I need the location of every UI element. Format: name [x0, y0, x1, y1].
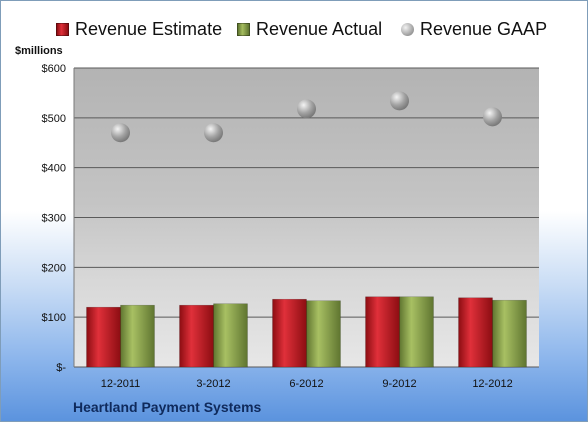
- bar-revenue-estimate: [86, 306, 121, 368]
- x-tick-label: 12-2012: [472, 378, 512, 390]
- legend: Revenue Estimate Revenue Actual Revenue …: [1, 16, 587, 42]
- x-tick-label: 9-2012: [382, 378, 416, 390]
- bar-revenue-actual: [306, 300, 341, 368]
- legend-item-gaap: Revenue GAAP: [401, 16, 547, 42]
- y-tick-label: $-: [56, 362, 66, 374]
- y-axis-unit-label: $millions: [15, 45, 63, 57]
- y-tick-label: $400: [42, 163, 66, 175]
- legend-item-estimate: Revenue Estimate: [56, 16, 222, 42]
- legend-label-gaap: Revenue GAAP: [420, 18, 548, 39]
- bar-revenue-actual: [399, 296, 434, 368]
- bar-revenue-estimate: [458, 297, 493, 368]
- bar-revenue-actual: [120, 304, 155, 368]
- legend-item-actual: Revenue Actual: [237, 16, 382, 42]
- legend-label-actual: Revenue Actual: [256, 18, 383, 39]
- y-tick-label: $100: [42, 312, 66, 324]
- y-tick-label: $300: [42, 213, 66, 225]
- y-tick-label: $600: [42, 63, 66, 75]
- bar-revenue-estimate: [272, 298, 307, 368]
- marker-revenue-gaap: [483, 107, 502, 127]
- legend-swatch-gaap: [401, 22, 414, 36]
- legend-swatch-actual: [237, 22, 250, 36]
- y-tick-label: $200: [42, 262, 66, 274]
- x-tick-label: 6-2012: [289, 378, 323, 390]
- company-name: Heartland Payment Systems: [73, 399, 262, 415]
- legend-swatch-estimate: [56, 22, 69, 36]
- bar-revenue-estimate: [179, 304, 214, 368]
- marker-revenue-gaap: [111, 123, 130, 143]
- bar-revenue-estimate: [365, 296, 400, 368]
- bar-revenue-actual: [213, 303, 248, 368]
- legend-label-estimate: Revenue Estimate: [75, 18, 223, 39]
- marker-revenue-gaap: [204, 123, 223, 143]
- x-tick-label: 12-2011: [101, 378, 141, 390]
- marker-revenue-gaap: [297, 99, 316, 119]
- bar-revenue-actual: [492, 299, 527, 368]
- x-tick-label: 3-2012: [196, 378, 230, 390]
- y-tick-label: $500: [42, 113, 66, 125]
- marker-revenue-gaap: [390, 91, 409, 111]
